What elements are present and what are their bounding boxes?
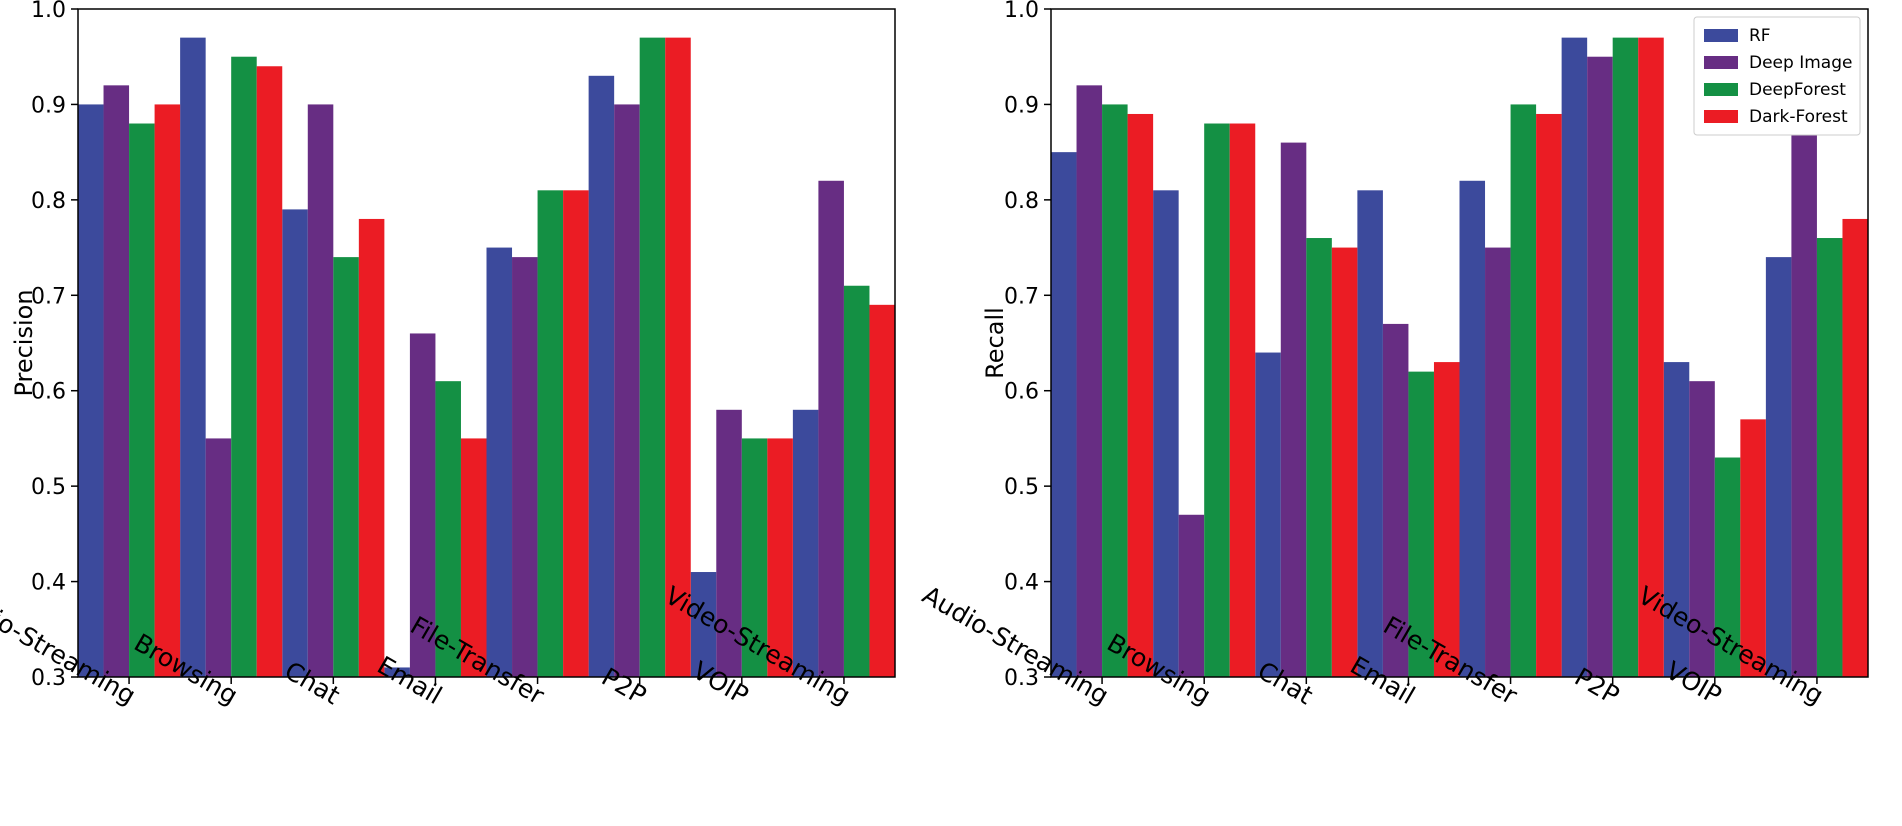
legend-box [1693, 16, 1861, 136]
bar-rf-audio-streaming [78, 104, 104, 677]
bar-deepforest-browsing [231, 56, 257, 677]
chart-panel-1: 0.30.40.50.60.70.80.91.0Audio-StreamingB… [0, 0, 896, 711]
bar-dark-forest-email [460, 438, 487, 677]
bar-rf-chat [1255, 352, 1281, 677]
y-tick-label: 1.0 [31, 0, 66, 23]
bar-dark-forest-voip [767, 438, 793, 677]
bar-deepforest-email [1408, 371, 1434, 677]
bar-deep-image-chat [1280, 142, 1307, 678]
bar-deepforest-browsing [1204, 123, 1230, 677]
bar-rf-file-transfer [1459, 180, 1486, 677]
y-axis-label: Recall [981, 307, 1009, 379]
y-tick-label: 0.4 [1004, 571, 1039, 596]
y-tick-label: 0.3 [31, 666, 66, 691]
bar-rf-browsing [1153, 190, 1179, 678]
bar-deepforest-voip [1714, 457, 1741, 677]
bar-rf-voip [1663, 362, 1690, 677]
y-tick-label: 0.6 [1004, 380, 1039, 405]
bar-rf-video-streaming [792, 409, 819, 677]
chart-panel-2: 0.30.40.50.60.70.80.91.0Audio-StreamingB… [917, 0, 1869, 711]
legend-label: Dark-Forest [1749, 107, 1848, 127]
bar-deepforest-video-streaming [1816, 238, 1843, 677]
y-tick-label: 0.9 [31, 93, 66, 118]
y-tick-label: 0.5 [1004, 475, 1039, 500]
legend-swatch-dark-forest [1704, 110, 1738, 123]
bar-rf-video-streaming [1765, 257, 1792, 677]
bar-deepforest-p2p [639, 37, 666, 678]
bar-dark-forest-chat [1331, 247, 1358, 678]
bar-deep-image-p2p [1587, 56, 1613, 677]
bar-deepforest-video-streaming [843, 285, 870, 677]
bar-deepforest-email [435, 381, 461, 677]
bar-dark-forest-browsing [1229, 123, 1256, 677]
bar-deepforest-voip [741, 438, 768, 677]
bar-rf-file-transfer [486, 247, 513, 678]
bar-rf-p2p [588, 75, 615, 678]
bar-dark-forest-voip [1740, 419, 1766, 677]
legend-label: DeepForest [1749, 80, 1846, 100]
bar-deep-image-audio-streaming [1076, 85, 1103, 678]
bar-deep-image-voip [1689, 381, 1715, 677]
bar-deepforest-file-transfer [1510, 104, 1537, 677]
bar-dark-forest-video-streaming [1842, 218, 1868, 677]
bar-deep-image-voip [716, 409, 742, 677]
bar-dark-forest-audio-streaming [154, 104, 181, 677]
bar-dark-forest-p2p [1638, 37, 1664, 678]
y-tick-label: 0.6 [31, 380, 66, 405]
bar-deep-image-email [1382, 323, 1409, 677]
legend: RF Deep Image DeepForest Dark-Forest [1693, 16, 1861, 136]
legend-label: Deep Image [1749, 53, 1852, 73]
bar-dark-forest-file-transfer [563, 190, 589, 678]
bar-rf-email [1357, 190, 1383, 678]
bar-deep-image-browsing [205, 438, 232, 677]
bar-rf-audio-streaming [1051, 152, 1077, 678]
legend-swatch-rf [1704, 29, 1738, 42]
y-tick-label: 0.7 [1004, 284, 1039, 309]
plot-frame [1050, 8, 1869, 678]
bar-deepforest-chat [1306, 238, 1332, 677]
bar-dark-forest-browsing [256, 66, 283, 677]
bar-deep-image-email [409, 333, 436, 677]
bar-deep-image-video-streaming [1791, 94, 1817, 677]
bar-deepforest-file-transfer [537, 190, 564, 678]
bar-deep-image-chat [307, 104, 334, 677]
legend-swatch-deep-image [1704, 56, 1738, 69]
legend-label: RF [1749, 26, 1771, 46]
bar-rf-voip [690, 572, 717, 677]
bar-rf-email [384, 667, 410, 677]
bar-rf-chat [282, 209, 308, 677]
legend-swatch-deepforest [1704, 83, 1738, 96]
bar-deepforest-chat [333, 257, 359, 677]
bar-dark-forest-video-streaming [869, 304, 895, 677]
y-tick-label: 0.8 [1004, 189, 1039, 214]
bar-deep-image-video-streaming [818, 180, 844, 677]
y-tick-label: 0.3 [1004, 666, 1039, 691]
bar-dark-forest-email [1433, 362, 1460, 677]
bar-dark-forest-chat [358, 218, 385, 677]
bar-deep-image-audio-streaming [103, 85, 130, 678]
y-tick-label: 0.9 [1004, 93, 1039, 118]
bar-deep-image-browsing [1178, 514, 1205, 677]
bar-dark-forest-p2p [665, 37, 691, 678]
y-tick-label: 0.4 [31, 571, 66, 596]
bar-rf-browsing [180, 37, 206, 678]
y-tick-label: 1.0 [1004, 0, 1039, 23]
plot-frame [77, 8, 896, 678]
bar-dark-forest-file-transfer [1536, 113, 1562, 677]
y-tick-label: 0.5 [31, 475, 66, 500]
bar-deep-image-file-transfer [512, 257, 538, 677]
bar-deep-image-file-transfer [1485, 247, 1511, 678]
y-tick-label: 0.8 [31, 189, 66, 214]
bar-deepforest-audio-streaming [1102, 104, 1128, 677]
bar-deepforest-audio-streaming [129, 123, 155, 677]
y-tick-label: 0.7 [31, 284, 66, 309]
bar-rf-p2p [1561, 37, 1588, 678]
y-axis-label: Precision [10, 289, 38, 396]
bar-deep-image-p2p [614, 104, 640, 677]
bar-dark-forest-audio-streaming [1127, 113, 1154, 677]
bar-deepforest-p2p [1612, 37, 1639, 678]
